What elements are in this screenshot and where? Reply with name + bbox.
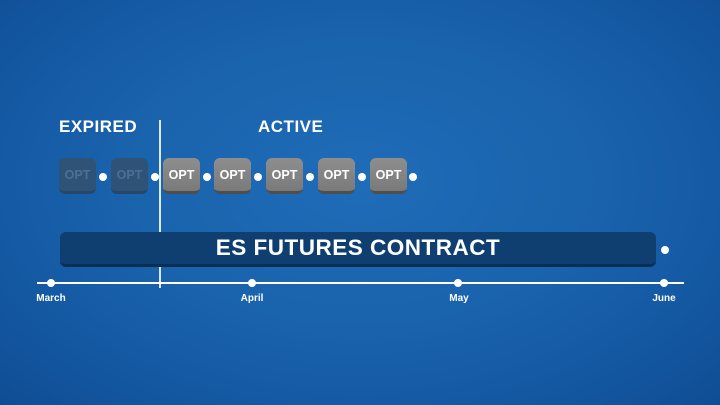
option-block-1: OPT [59,158,96,194]
month-label-may: May [449,293,469,304]
option-connector-dot [203,173,211,181]
timeline-tick-june [660,279,668,287]
month-label-june: June [652,293,676,304]
option-block-3: OPT [163,158,200,194]
expired-active-divider [159,120,161,288]
expired-section-label: EXPIRED [59,117,138,136]
option-connector-dot [99,173,107,181]
timeline-tick-may [454,279,462,287]
futures-contract-label: ES FUTURES CONTRACT [215,235,501,260]
futures-contract-bar: ES FUTURES CONTRACT [60,232,656,267]
option-block-7: OPT [370,158,407,194]
month-label-march: March [36,293,66,304]
option-connector-dot [151,173,159,181]
option-block-2: OPT [111,158,148,194]
timeline-tick-april [248,279,256,287]
timeline-axis [37,282,684,284]
option-connector-dot [254,173,262,181]
option-connector-dot [409,173,417,181]
option-connector-dot [358,173,366,181]
option-block-4: OPT [214,158,251,194]
option-connector-dot [306,173,314,181]
month-label-april: April [240,293,264,304]
option-block-5: OPT [266,158,303,194]
contract-end-dot [661,246,669,254]
timeline-tick-march [47,279,55,287]
active-section-label: ACTIVE [258,117,324,136]
option-block-6: OPT [318,158,355,194]
